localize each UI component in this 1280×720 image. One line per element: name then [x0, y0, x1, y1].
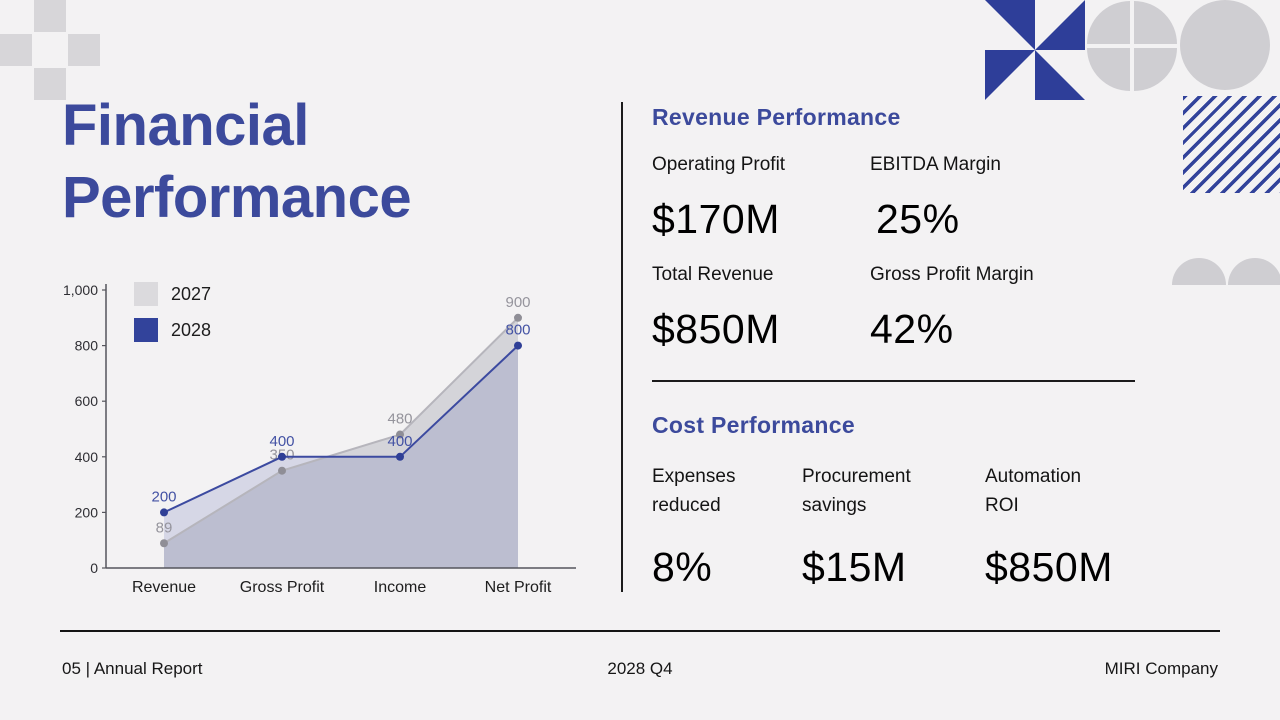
footer-divider [60, 630, 1220, 632]
chart-point-2027 [278, 466, 286, 475]
metric-label-gross-profit-margin: Gross Profit Margin [870, 264, 1034, 285]
diagonal-stripes-decoration [1183, 96, 1280, 193]
metric-label-automation-roi: Automation ROI [985, 466, 1082, 517]
legend-item-2027: 2027 [134, 282, 211, 306]
financial-chart: 0 200 400 600 800 1,000 Revenue Gross Profit Inc… [60, 276, 590, 611]
x-category-label: Revenue [132, 579, 196, 596]
chart-point-label: 89 [156, 519, 173, 536]
chart-point-label: 400 [269, 433, 294, 450]
x-category-label: Gross Profit [240, 579, 325, 596]
metric-label-ebitda-margin: EBITDA Margin [870, 154, 1001, 175]
chart-point-label: 480 [387, 411, 412, 428]
chart-point-2027 [160, 539, 168, 548]
chart-point-2028 [514, 341, 522, 350]
metric-label-operating-profit: Operating Profit [652, 154, 786, 175]
chart-point-label: 400 [387, 433, 412, 450]
y-tick-label: 400 [75, 449, 99, 465]
chart-point-2028 [160, 508, 168, 517]
cost-section-heading: Cost Performance [652, 412, 855, 438]
y-tick-label: 600 [75, 393, 99, 409]
y-tick-label: 800 [75, 338, 99, 354]
chart-line-2028 [163, 344, 519, 514]
vertical-divider [621, 102, 623, 592]
semicircle-decoration [1228, 258, 1280, 285]
petal-circles-decoration [1087, 1, 1177, 91]
legend-swatch-2027 [134, 282, 158, 306]
circle-decoration [1180, 0, 1270, 90]
chart-point-2028 [278, 452, 286, 461]
revenue-section-heading: Revenue Performance [652, 104, 901, 130]
title-line-1: Financial [62, 93, 309, 158]
metric-label-total-revenue: Total Revenue [652, 264, 774, 285]
decor-square [0, 34, 32, 66]
metric-value-expenses-reduced: 8% [652, 544, 713, 590]
semicircle-decoration [1172, 258, 1226, 285]
section-divider [652, 380, 1135, 382]
chart-line-2027 [163, 317, 519, 545]
y-tick-label: 0 [90, 560, 98, 576]
chart-legend: 2027 2028 [134, 282, 211, 342]
chart-point-label: 800 [505, 322, 530, 339]
x-category-label: Income [374, 579, 427, 596]
metric-value-total-revenue: $850M [652, 306, 780, 352]
chart-area-2027 [164, 317, 518, 568]
chart-point-label: 900 [505, 294, 530, 311]
legend-swatch-2028 [134, 318, 158, 342]
y-tick-label: 1,000 [63, 282, 98, 298]
decor-square [34, 68, 66, 100]
metric-value-ebitda-margin: 25% [876, 196, 960, 242]
y-tick-label: 200 [75, 504, 99, 520]
decor-square [34, 0, 66, 32]
metric-label-expenses-reduced: Expenses reduced [652, 466, 736, 517]
page-title: Financial Performance [62, 90, 412, 234]
metric-value-procurement-savings: $15M [802, 544, 907, 590]
metric-value-automation-roi: $850M [985, 544, 1113, 590]
metric-value-gross-profit-margin: 42% [870, 306, 954, 352]
chart-point-label: 200 [151, 488, 176, 505]
legend-item-2028: 2028 [134, 318, 211, 342]
footer-quarter-label: 2028 Q4 [607, 659, 673, 678]
legend-label-2027: 2027 [171, 283, 212, 304]
metric-label-procurement-savings: Procurement savings [802, 466, 911, 517]
metric-value-operating-profit: $170M [652, 196, 780, 242]
footer-page-label: 05 | Annual Report [62, 659, 203, 678]
title-line-2: Performance [62, 165, 412, 230]
footer-company-label: MIRI Company [1104, 659, 1218, 678]
chart-point-2027 [514, 313, 522, 322]
legend-label-2028: 2028 [171, 319, 212, 340]
chart-point-2028 [396, 452, 404, 461]
chart-canvas: 0 200 400 600 800 1,000 Revenue Gross Profit Inc… [63, 282, 576, 596]
pinwheel-triangles-decoration [985, 0, 1085, 100]
decor-square [68, 34, 100, 66]
chart-point-2027 [396, 430, 404, 439]
x-category-label: Net Profit [485, 579, 552, 596]
